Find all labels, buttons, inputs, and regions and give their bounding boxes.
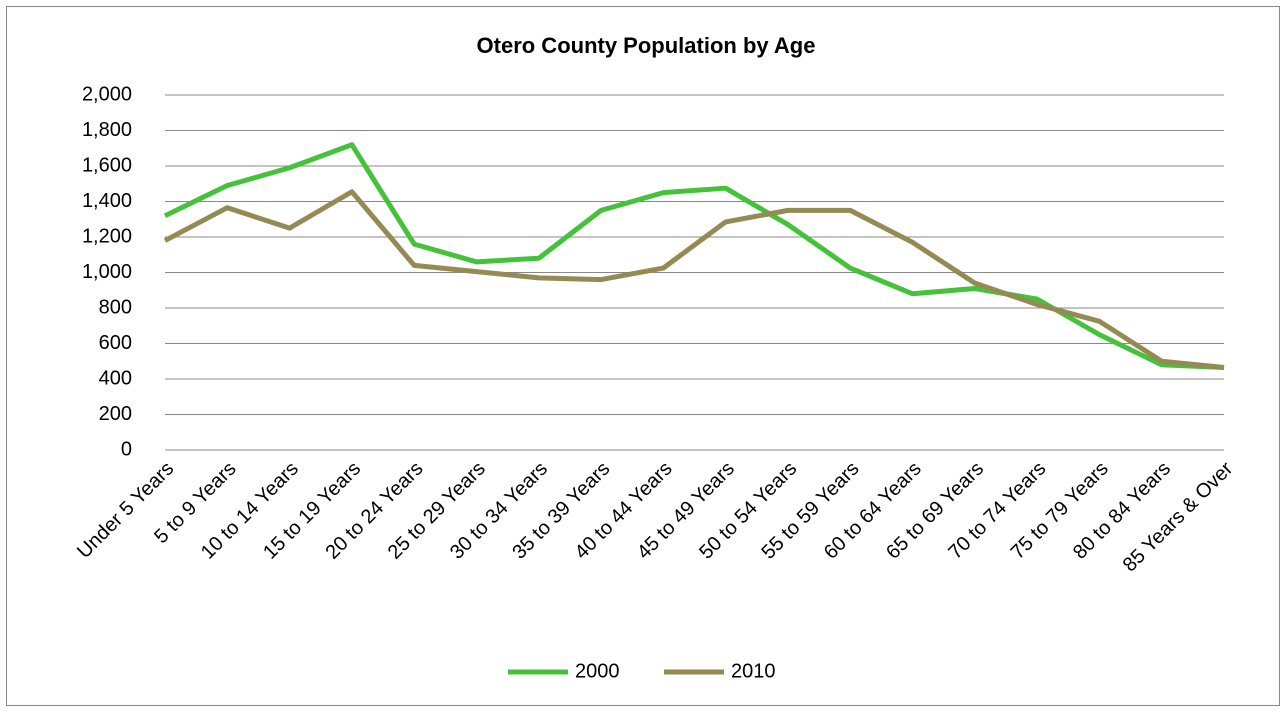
y-tick-label: 600 [99, 332, 132, 354]
y-tick-label: 1,800 [82, 119, 132, 141]
y-tick-label: 1,400 [82, 190, 132, 212]
y-tick-label: 200 [99, 403, 132, 425]
series-line [163, 189, 1225, 370]
legend-label: 2000 [575, 660, 620, 682]
chart-frame [6, 6, 1280, 706]
legend-label: 2010 [731, 660, 776, 682]
y-tick-label: 1,600 [82, 154, 132, 176]
chart-title: Otero County Population by Age [477, 33, 816, 58]
y-tick-label: 1,000 [82, 261, 132, 283]
y-tick-label: 800 [99, 296, 132, 318]
y-tick-label: 2,000 [82, 83, 132, 105]
y-tick-label: 1,200 [82, 225, 132, 247]
y-tick-label: 0 [121, 438, 132, 460]
y-tick-label: 400 [99, 367, 132, 389]
